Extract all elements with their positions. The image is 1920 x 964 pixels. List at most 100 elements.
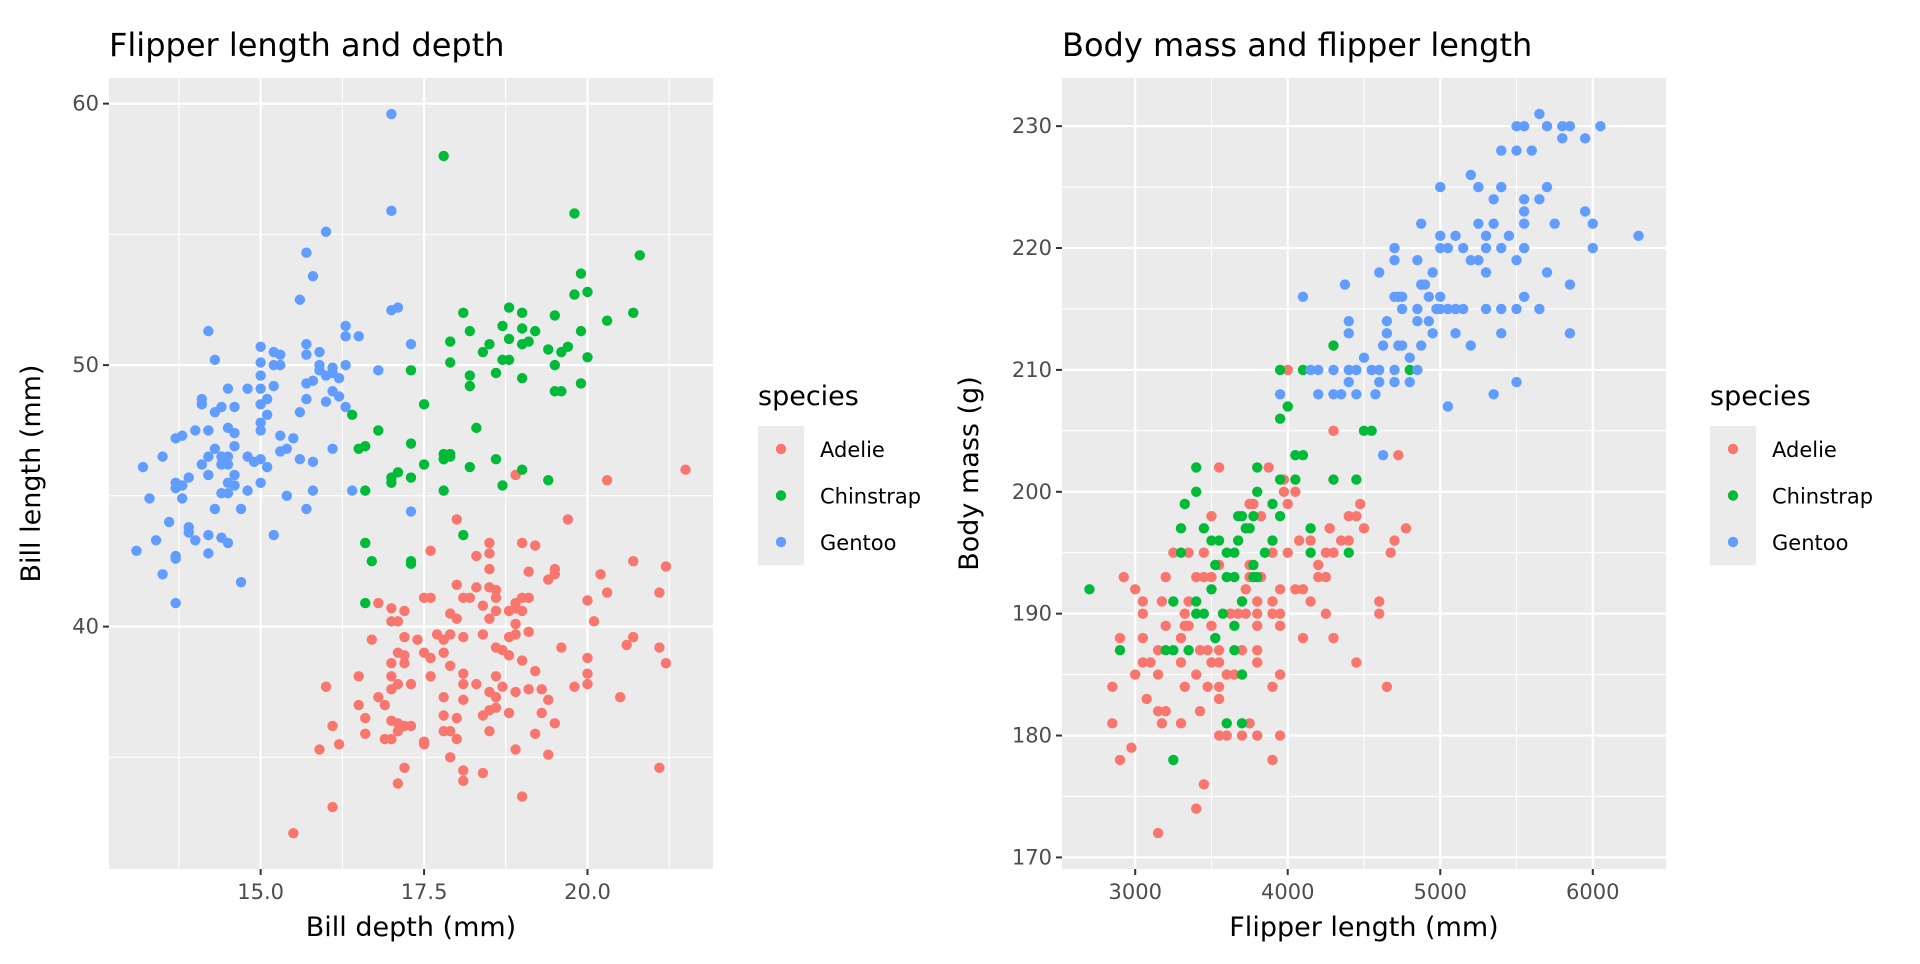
data-point [1252, 645, 1263, 656]
data-point [1381, 315, 1393, 327]
data-point [549, 718, 561, 729]
data-point [425, 592, 436, 604]
data-point [1114, 645, 1126, 656]
data-point [1343, 510, 1354, 522]
data-point [170, 482, 181, 494]
data-point [373, 597, 384, 609]
data-point [373, 425, 384, 436]
legend-key-dot [1727, 490, 1739, 501]
legend-label: Adelie [820, 438, 885, 462]
data-point [529, 540, 541, 551]
data-point [1328, 474, 1339, 485]
data-point [360, 485, 371, 496]
data-point [405, 506, 417, 517]
data-point [1267, 547, 1278, 558]
data-point [490, 692, 502, 703]
data-point [490, 592, 502, 604]
data-point [157, 451, 168, 462]
data-point [1229, 547, 1240, 558]
data-point [373, 692, 384, 703]
data-point [1435, 303, 1446, 315]
y-tick-label: 230 [1012, 114, 1052, 138]
data-point [405, 472, 417, 483]
legend-item-chinstrap: Chinstrap [1710, 472, 1873, 519]
data-point [1534, 194, 1545, 205]
data-point [1137, 632, 1149, 644]
data-point [543, 694, 554, 706]
data-point [1236, 645, 1248, 656]
data-point [1488, 389, 1499, 400]
data-point [183, 527, 194, 538]
data-point [1358, 425, 1370, 437]
data-point [1191, 486, 1202, 497]
data-point [588, 616, 600, 627]
data-point [556, 346, 567, 358]
data-point [327, 443, 338, 454]
data-point [203, 529, 214, 541]
data-point [1160, 705, 1171, 717]
data-point [229, 427, 240, 439]
data-point [1229, 571, 1240, 583]
data-point [1191, 596, 1202, 607]
data-point [516, 655, 528, 666]
data-point [1206, 657, 1217, 668]
data-point [445, 357, 456, 368]
data-point [1404, 364, 1415, 376]
data-point [1400, 523, 1412, 534]
x-tick-label: 5000 [1414, 880, 1467, 904]
data-point [575, 378, 587, 389]
data-point [1366, 425, 1377, 437]
data-point [1343, 535, 1354, 546]
data-point [1518, 120, 1530, 132]
data-point [1473, 181, 1484, 193]
data-point [1274, 730, 1286, 741]
data-point [1290, 584, 1301, 595]
data-point [1232, 535, 1244, 546]
data-point [288, 827, 299, 839]
data-point [490, 605, 502, 617]
data-point [1267, 596, 1278, 607]
data-point [628, 556, 639, 567]
data-point [1152, 669, 1164, 680]
data-point [1229, 669, 1240, 680]
data-point [1290, 486, 1301, 497]
data-point [654, 642, 665, 653]
data-point [235, 576, 247, 588]
data-point [190, 425, 201, 436]
data-point [1198, 547, 1210, 558]
data-point [1198, 608, 1210, 619]
x-tick-label: 20.0 [564, 880, 611, 904]
data-point [1313, 389, 1324, 400]
data-point [1328, 632, 1339, 644]
data-point [170, 597, 181, 609]
data-point [412, 634, 423, 645]
data-point [1213, 657, 1225, 668]
data-point [1541, 120, 1553, 132]
data-point [1328, 340, 1339, 351]
data-point [1282, 401, 1293, 412]
data-point [261, 461, 273, 473]
data-point [1282, 364, 1293, 376]
data-point [1305, 596, 1316, 607]
data-point [353, 671, 364, 682]
data-point [1442, 303, 1454, 315]
data-point [1282, 498, 1293, 510]
legend: species Adelie Chinstrap Gentoo [758, 381, 921, 566]
data-point [399, 658, 410, 669]
data-point [1511, 120, 1522, 132]
data-point [163, 516, 175, 528]
data-point [360, 597, 371, 609]
data-point [1366, 364, 1377, 376]
data-point [386, 603, 397, 614]
data-point [1179, 608, 1190, 619]
data-point [1557, 133, 1568, 144]
x-axis-title: Bill depth (mm) [306, 912, 516, 943]
data-point [1496, 328, 1507, 339]
data-point [477, 346, 489, 358]
data-point [549, 359, 561, 371]
data-point [386, 205, 397, 217]
data-point [1343, 364, 1354, 376]
data-point [222, 537, 234, 549]
data-point [222, 451, 234, 462]
data-point [575, 325, 587, 337]
